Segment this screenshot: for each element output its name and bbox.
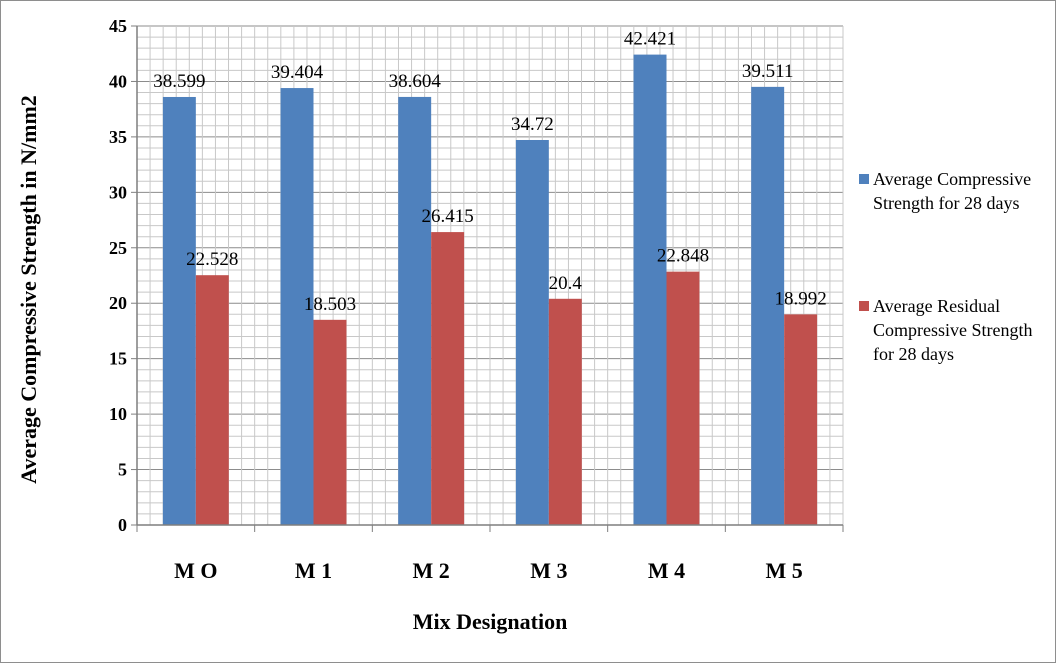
bar-compressive-2 [398, 96, 432, 525]
y-axis-title: Average Compressive Strength in N/mm2 [16, 95, 41, 484]
data-label: 39.511 [742, 61, 794, 82]
legend-label: Compressive Strength [873, 320, 1033, 340]
y-tick-label: 15 [109, 349, 127, 369]
bar-residual-4 [666, 271, 700, 525]
bar-compressive-3 [515, 139, 549, 525]
data-label: 38.604 [389, 71, 442, 92]
data-label: 18.992 [775, 288, 827, 309]
data-labels: 38.599 39.404 38.604 34.72 42.421 39.511 22.52… [153, 29, 827, 315]
bar-residual-5 [784, 314, 818, 525]
y-tick-label: 40 [109, 71, 127, 91]
legend-label: for 28 days [873, 344, 954, 364]
data-label: 42.421 [624, 29, 676, 50]
x-tick-label: M O [174, 558, 217, 583]
data-label: 26.415 [422, 206, 474, 227]
data-label: 34.72 [511, 114, 554, 135]
bars [162, 54, 818, 526]
bar-residual-0 [195, 275, 229, 525]
legend-label: Strength for 28 days [873, 193, 1019, 213]
x-tick-label: M 2 [413, 558, 450, 583]
x-tick-label: M 1 [295, 558, 332, 583]
bar-residual-3 [548, 298, 582, 525]
legend-swatch-residual [859, 301, 869, 311]
data-label: 18.503 [304, 294, 356, 315]
data-label: 22.848 [657, 246, 709, 267]
bar-compressive-4 [633, 54, 667, 526]
y-tick-label: 20 [109, 293, 127, 313]
data-label: 38.599 [153, 71, 205, 92]
x-axis-title: Mix Designation [413, 609, 568, 634]
legend-label: Average Compressive [873, 169, 1031, 189]
legend: Average Compressive Strength for 28 days A… [859, 169, 1033, 364]
bar-compressive-0 [162, 96, 196, 525]
data-label: 22.528 [186, 249, 238, 270]
bar-compressive-5 [751, 86, 785, 525]
y-tick-label: 35 [109, 127, 127, 147]
x-tick-label: M 4 [648, 558, 685, 583]
y-tick-label: 25 [109, 238, 127, 258]
gridlines [136, 25, 844, 526]
bar-residual-2 [431, 232, 465, 525]
data-label: 39.404 [271, 62, 324, 83]
bar-residual-1 [313, 319, 347, 525]
y-tick-label: 0 [118, 515, 127, 535]
legend-swatch-compressive [859, 174, 869, 184]
y-tick-label: 45 [109, 16, 127, 36]
axes: 0 5 10 15 20 25 30 35 40 45 M O M 1 M 2 M 3 M 4 M 5 [109, 16, 844, 583]
y-tick-label: 30 [109, 182, 127, 202]
y-tick-label: 5 [118, 460, 127, 480]
data-label: 20.4 [549, 273, 583, 294]
bar-compressive-1 [280, 88, 314, 526]
y-tick-label: 10 [109, 404, 127, 424]
x-tick-label: M 5 [766, 558, 803, 583]
x-tick-label: M 3 [530, 558, 567, 583]
legend-label: Average Residual [873, 296, 1000, 316]
